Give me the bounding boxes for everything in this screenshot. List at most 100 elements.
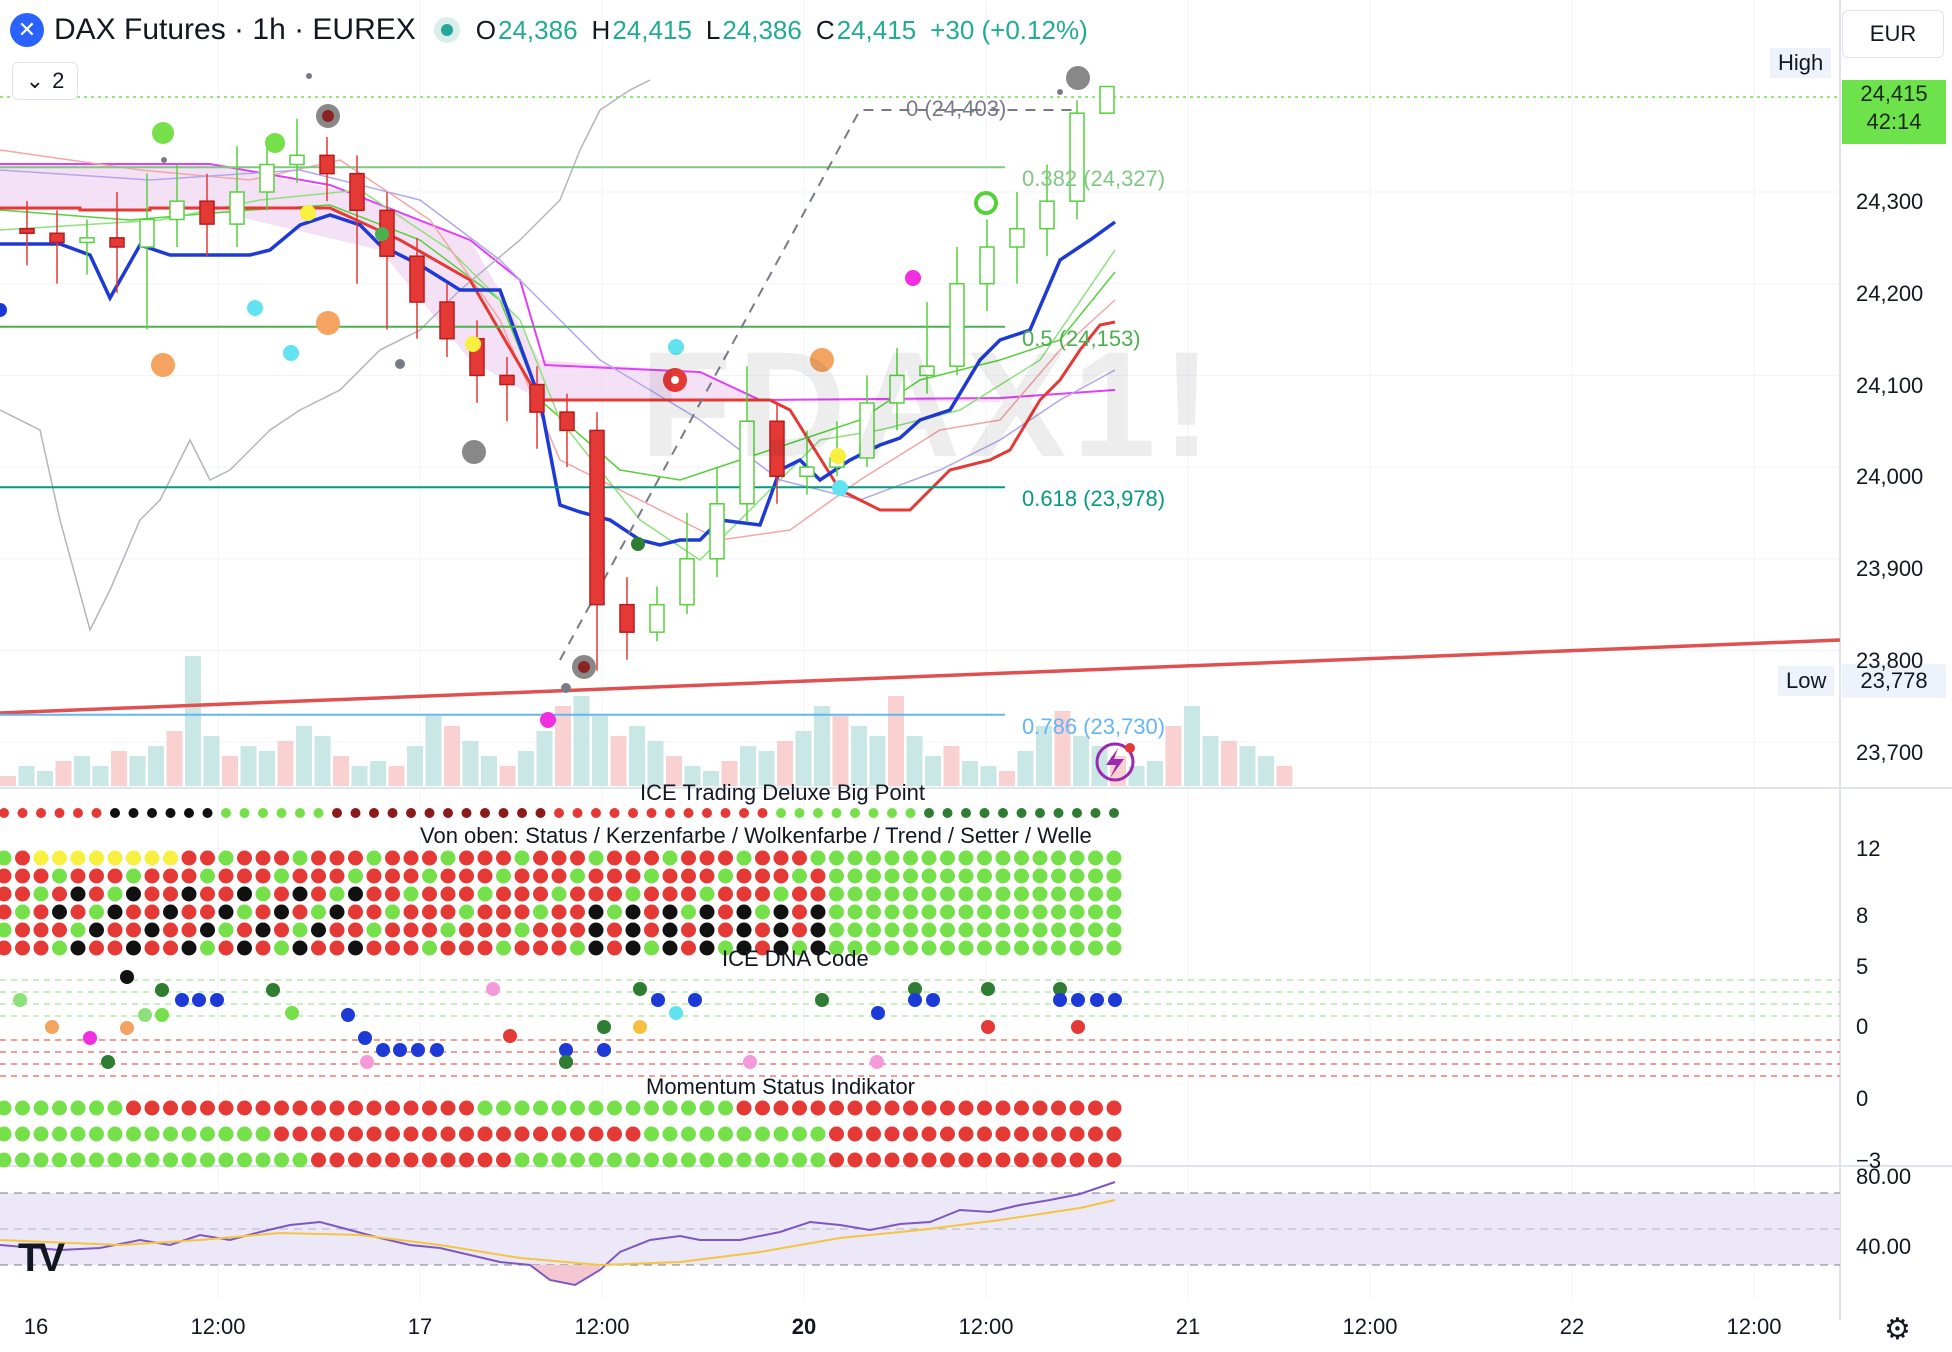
status-dot: [958, 868, 974, 884]
gear-icon[interactable]: ⚙: [1884, 1313, 1911, 1346]
status-dot: [977, 868, 992, 884]
momentum-dot: [755, 1152, 770, 1168]
status-dot: [866, 922, 881, 938]
status-dot: [70, 922, 86, 938]
status-dot: [699, 904, 715, 920]
momentum-dot: [255, 1100, 271, 1116]
momentum-dot: [588, 1152, 604, 1168]
status-dot: [514, 886, 530, 902]
status-dot: [200, 868, 215, 884]
lightning-icon[interactable]: [1095, 742, 1135, 782]
chart-title[interactable]: DAX Futures · 1h · EUREX: [54, 13, 416, 46]
dna-dot: [210, 993, 224, 1007]
status-dot: [921, 904, 937, 920]
volume-bar: [499, 766, 516, 786]
big-point-dot: [813, 808, 823, 818]
volume-bar: [573, 696, 590, 786]
status-dot: [292, 940, 308, 956]
volume-bar: [999, 771, 1015, 786]
momentum-dot: [15, 1100, 30, 1116]
momentum-dot: [847, 1100, 863, 1116]
status-dot: [218, 904, 234, 920]
status-dot: [218, 886, 234, 902]
price-tick: 24,000: [1856, 464, 1924, 489]
big-point-dot: [1090, 808, 1101, 818]
status-dot: [107, 922, 123, 938]
big-point-dot: [924, 808, 934, 818]
status-dot: [644, 922, 659, 938]
signal-dot: [322, 110, 334, 122]
volume-bar: [314, 736, 331, 786]
volume-bar: [277, 741, 294, 786]
momentum-dot: [274, 1152, 289, 1168]
momentum-dot: [866, 1100, 881, 1116]
status-dot: [625, 886, 641, 902]
volume-bar: [795, 731, 812, 786]
momentum-dot: [607, 1152, 622, 1168]
status-dot: [89, 904, 104, 920]
status-dot: [810, 922, 826, 938]
status-dot: [681, 868, 696, 884]
indicators-toggle-button[interactable]: ⌄ 2: [12, 62, 78, 100]
status-dot: [237, 904, 252, 920]
status-dot: [681, 886, 696, 902]
momentum-dot: [718, 1152, 733, 1168]
market-status-icon[interactable]: [433, 17, 460, 43]
status-dot: [588, 886, 604, 902]
status-dot: [200, 904, 215, 920]
status-dot: [551, 850, 567, 866]
currency-button[interactable]: EUR: [1842, 10, 1944, 58]
dna-dot: [981, 1020, 995, 1034]
momentum-dot: [70, 1152, 86, 1168]
status-dot: [200, 850, 215, 866]
status-dot: [292, 886, 308, 902]
big-point-dot: [165, 808, 176, 818]
big-point-dot: [54, 808, 65, 818]
signal-dot: [830, 448, 846, 464]
status-dot: [940, 940, 955, 956]
x-logo-icon[interactable]: ✕: [10, 13, 44, 47]
dna-dot: [597, 1020, 611, 1034]
momentum-dot: [1014, 1126, 1029, 1142]
status-dot: [773, 886, 789, 902]
status-dot: [107, 868, 123, 884]
status-dot: [255, 868, 271, 884]
momentum-dot: [755, 1126, 770, 1142]
status-dot: [52, 922, 67, 938]
status-dot: [477, 850, 493, 866]
momentum-dot: [773, 1152, 789, 1168]
status-dot: [829, 886, 844, 902]
open-label: O: [475, 14, 497, 45]
dna-dot: [871, 1006, 885, 1020]
dna-dot: [138, 1008, 152, 1022]
tradingview-logo-icon[interactable]: TV: [18, 1236, 65, 1280]
momentum-dot: [810, 1100, 826, 1116]
momentum-dot: [126, 1126, 141, 1142]
momentum-dot: [385, 1152, 400, 1168]
status-dot: [662, 868, 678, 884]
status-dot: [385, 940, 400, 956]
dna-dot: [1053, 982, 1067, 996]
signal-dot: [540, 712, 556, 728]
volume-bar: [666, 756, 682, 786]
status-dot: [126, 940, 141, 956]
momentum-dot: [237, 1100, 252, 1116]
big-point-dot: [498, 808, 509, 818]
big-point-dot: [406, 808, 416, 818]
status-dot: [921, 850, 937, 866]
status-dot: [255, 886, 271, 902]
momentum-dot: [1051, 1152, 1066, 1168]
status-dot: [1088, 886, 1103, 902]
salmon-line: [0, 149, 1116, 541]
time-tick: 17: [407, 1314, 433, 1339]
status-dot: [459, 886, 474, 902]
momentum-dot: [348, 1126, 363, 1142]
big-point-dot: [36, 808, 46, 818]
grid: [0, 0, 1840, 1300]
momentum-dot: [52, 1100, 67, 1116]
big-point-dot: [239, 808, 250, 818]
status-dot: [1106, 940, 1122, 956]
volume-bar: [148, 746, 164, 786]
momentum-dot: [89, 1126, 104, 1142]
